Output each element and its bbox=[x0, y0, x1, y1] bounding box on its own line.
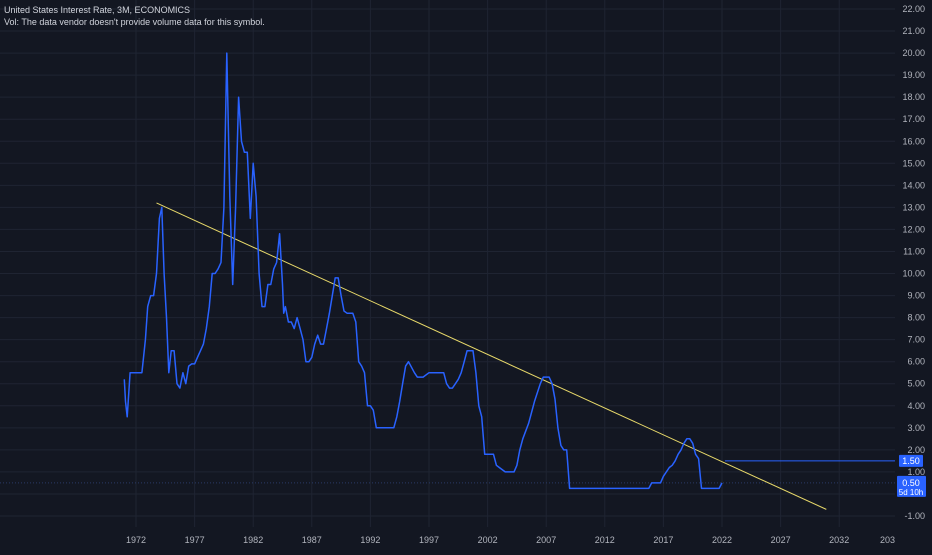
y-tick-label: 7.00 bbox=[907, 335, 925, 345]
y-tick-label: 13.00 bbox=[902, 202, 925, 212]
price-tag-level bbox=[899, 454, 923, 467]
x-tick-label: 2027 bbox=[771, 535, 791, 545]
x-tick-label: 2017 bbox=[653, 535, 673, 545]
y-tick-label: 10.00 bbox=[902, 269, 925, 279]
y-tick-label: 16.00 bbox=[902, 136, 925, 146]
y-tick-label: 3.00 bbox=[907, 423, 925, 433]
y-tick-label: 20.00 bbox=[902, 48, 925, 58]
price-tag-current-text: 0.50 bbox=[902, 478, 920, 488]
x-tick-label: 1987 bbox=[302, 535, 322, 545]
y-tick-label: 5.00 bbox=[907, 379, 925, 389]
y-tick-label: 14.00 bbox=[902, 180, 925, 190]
y-tick-label: 19.00 bbox=[902, 70, 925, 80]
price-tag-level-text: 1.50 bbox=[902, 456, 920, 466]
x-tick-label: 2022 bbox=[712, 535, 732, 545]
y-tick-label: 12.00 bbox=[902, 224, 925, 234]
y-tick-label: 11.00 bbox=[903, 246, 925, 256]
x-tick-label: 203 bbox=[880, 535, 895, 545]
countdown-text: 5d 10h bbox=[899, 488, 923, 497]
trendline bbox=[156, 202, 827, 510]
y-tick-label: 22.00 bbox=[902, 4, 925, 14]
y-tick-label: 1.00 bbox=[907, 467, 925, 477]
y-tick-label: 17.00 bbox=[902, 114, 925, 124]
y-tick-label: 21.00 bbox=[902, 26, 925, 36]
symbol-title: United States Interest Rate, 3M, ECONOMI… bbox=[4, 5, 191, 15]
x-tick-label: 1992 bbox=[360, 535, 380, 545]
x-tick-label: 1972 bbox=[126, 535, 146, 545]
x-tick-label: 1977 bbox=[185, 535, 205, 545]
x-tick-label: 2007 bbox=[536, 535, 556, 545]
y-tick-label: 8.00 bbox=[907, 313, 925, 323]
y-tick-label: 4.00 bbox=[907, 401, 925, 411]
x-tick-label: 1982 bbox=[243, 535, 263, 545]
y-tick-label: -1.00 bbox=[904, 511, 925, 521]
x-tick-label: 2012 bbox=[595, 535, 615, 545]
x-tick-label: 2002 bbox=[478, 535, 498, 545]
y-tick-label: 9.00 bbox=[907, 291, 925, 301]
interest-rate-series-line bbox=[123, 52, 723, 490]
volume-note: Vol: The data vendor doesn't provide vol… bbox=[4, 17, 265, 27]
x-tick-label: 2032 bbox=[829, 535, 849, 545]
y-tick-label: 18.00 bbox=[902, 92, 925, 102]
chart-legend: United States Interest Rate, 3M, ECONOMI… bbox=[4, 4, 265, 28]
x-tick-label: 1997 bbox=[419, 535, 439, 545]
y-tick-label: 15.00 bbox=[902, 158, 925, 168]
y-tick-label: 2.00 bbox=[907, 445, 925, 455]
y-tick-label: 6.00 bbox=[907, 357, 925, 367]
price-tag-current bbox=[897, 475, 926, 497]
